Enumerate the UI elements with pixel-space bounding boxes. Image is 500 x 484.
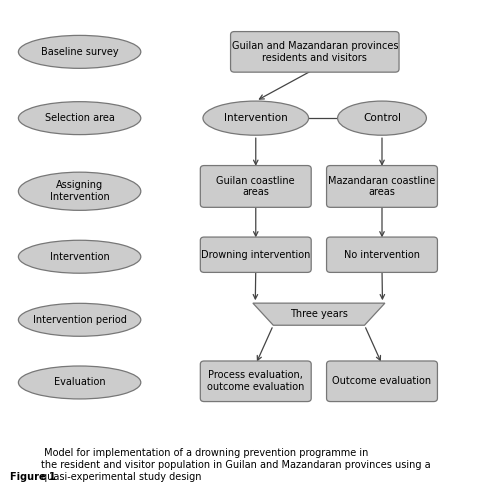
- Text: Intervention: Intervention: [50, 252, 110, 262]
- Text: Intervention period: Intervention period: [32, 315, 126, 325]
- FancyBboxPatch shape: [200, 237, 311, 272]
- Text: Process evaluation,
outcome evaluation: Process evaluation, outcome evaluation: [207, 370, 304, 392]
- Text: Outcome evaluation: Outcome evaluation: [332, 376, 432, 386]
- Text: Guilan coastline
areas: Guilan coastline areas: [216, 176, 295, 197]
- Text: Drowning intervention: Drowning intervention: [201, 250, 310, 260]
- Ellipse shape: [18, 35, 141, 68]
- FancyBboxPatch shape: [200, 361, 311, 402]
- Ellipse shape: [18, 172, 141, 211]
- FancyBboxPatch shape: [326, 166, 438, 207]
- Text: No intervention: No intervention: [344, 250, 420, 260]
- Text: Assigning
Intervention: Assigning Intervention: [50, 181, 110, 202]
- Text: Three years: Three years: [290, 309, 348, 319]
- Ellipse shape: [18, 102, 141, 135]
- Text: Baseline survey: Baseline survey: [41, 47, 118, 57]
- FancyBboxPatch shape: [326, 237, 438, 272]
- Text: Guilan and Mazandaran provinces
residents and visitors: Guilan and Mazandaran provinces resident…: [232, 41, 398, 62]
- FancyBboxPatch shape: [230, 31, 399, 72]
- Text: Mazandaran coastline
areas: Mazandaran coastline areas: [328, 176, 436, 197]
- Text: Evaluation: Evaluation: [54, 378, 106, 388]
- Ellipse shape: [18, 366, 141, 399]
- Polygon shape: [253, 303, 385, 325]
- Text: Model for implementation of a drowning prevention programme in
the resident and : Model for implementation of a drowning p…: [41, 448, 430, 482]
- Ellipse shape: [203, 101, 308, 135]
- Ellipse shape: [338, 101, 426, 135]
- Ellipse shape: [18, 240, 141, 273]
- Text: Control: Control: [363, 113, 401, 123]
- FancyBboxPatch shape: [200, 166, 311, 207]
- Text: Selection area: Selection area: [44, 113, 114, 123]
- FancyBboxPatch shape: [326, 361, 438, 402]
- Ellipse shape: [18, 303, 141, 336]
- Text: Intervention: Intervention: [224, 113, 288, 123]
- Text: Figure 1: Figure 1: [10, 471, 56, 482]
